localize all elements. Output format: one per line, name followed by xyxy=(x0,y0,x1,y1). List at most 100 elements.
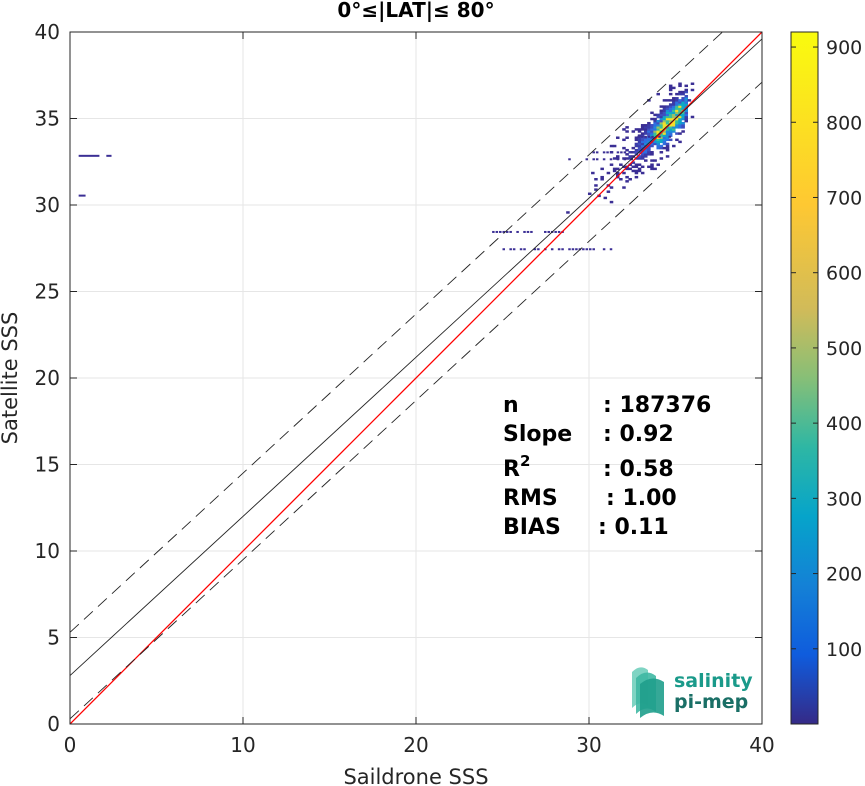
density-cell xyxy=(681,92,685,96)
density-cell xyxy=(628,167,632,171)
density-cell xyxy=(631,169,636,173)
density-cell xyxy=(665,138,670,142)
density-cell xyxy=(681,121,685,125)
density-cell xyxy=(681,126,685,129)
density-cell xyxy=(665,130,670,133)
density-cell xyxy=(672,109,676,112)
density-cell xyxy=(681,130,685,133)
density-cell xyxy=(594,188,598,191)
density-cell xyxy=(587,192,592,196)
density-cell xyxy=(606,151,609,154)
density-cell xyxy=(625,136,629,139)
density-cell xyxy=(616,158,620,161)
colorbar-tick-label: 500 xyxy=(826,338,862,360)
colorbar-tick-label: 200 xyxy=(826,564,862,586)
x-tick-label: 10 xyxy=(230,733,255,757)
density-cell xyxy=(600,175,604,179)
density-cell xyxy=(678,90,682,94)
density-cell xyxy=(637,142,642,146)
density-cell xyxy=(662,117,667,121)
density-cell xyxy=(547,230,550,233)
density-cell xyxy=(630,151,634,154)
density-cell xyxy=(625,157,629,160)
density-cell xyxy=(644,128,648,131)
density-cell xyxy=(672,117,676,121)
y-tick-label: 30 xyxy=(35,193,60,217)
density-cell xyxy=(620,151,623,154)
density-cell xyxy=(656,132,660,135)
density-cell xyxy=(659,136,664,139)
density-cell xyxy=(622,165,626,169)
density-cell xyxy=(665,113,670,117)
density-cell xyxy=(628,178,632,181)
density-cell xyxy=(637,157,642,160)
density-cell xyxy=(684,101,689,104)
density-cell xyxy=(592,158,595,161)
density-cell xyxy=(631,151,636,154)
density-cell xyxy=(668,130,673,133)
density-cell xyxy=(678,115,682,119)
y-tick-label: 35 xyxy=(35,107,60,131)
density-cell xyxy=(640,144,645,148)
density-cell xyxy=(640,148,645,152)
density-cell xyxy=(637,138,642,142)
outlier-cell xyxy=(78,154,100,157)
density-cell xyxy=(662,109,667,112)
density-cell xyxy=(644,155,648,158)
density-cell xyxy=(662,107,667,110)
density-cell xyxy=(675,109,679,112)
density-cell xyxy=(662,138,667,142)
density-cell xyxy=(684,88,689,92)
density-cell xyxy=(650,124,654,127)
density-cell xyxy=(637,130,642,133)
density-cell xyxy=(681,117,685,121)
density-cell xyxy=(650,132,654,135)
density-cell xyxy=(612,144,617,148)
density-cell xyxy=(653,128,657,131)
density-cell xyxy=(668,113,673,117)
logo-waves-icon xyxy=(632,667,664,718)
density-cell xyxy=(640,155,645,158)
density-cell xyxy=(665,99,670,102)
density-cell xyxy=(690,115,695,119)
density-cell xyxy=(659,113,664,117)
density-cell xyxy=(615,167,620,171)
density-cell xyxy=(653,119,657,123)
density-cell xyxy=(678,121,682,125)
density-cell xyxy=(530,230,533,233)
density-cell xyxy=(684,103,689,106)
density-cell xyxy=(637,135,640,138)
density-cell xyxy=(622,138,626,142)
density-cell xyxy=(653,124,657,127)
density-cell xyxy=(684,105,689,108)
density-cell xyxy=(637,128,642,131)
density-cell xyxy=(665,105,670,108)
density-cell xyxy=(662,99,667,102)
density-cell xyxy=(606,190,611,193)
density-cell xyxy=(662,119,667,123)
density-cell xyxy=(681,107,685,110)
density-cell xyxy=(625,153,629,156)
density-cell xyxy=(653,130,657,133)
density-cell xyxy=(668,84,673,88)
density-cell xyxy=(668,134,673,137)
line-fit-upper xyxy=(70,32,724,633)
density-cell xyxy=(622,128,626,131)
density-cell xyxy=(647,153,651,156)
density-heatmap xyxy=(78,82,695,251)
density-cell xyxy=(668,115,673,119)
density-cell xyxy=(668,99,673,102)
density-cell xyxy=(659,117,664,121)
density-cell xyxy=(668,109,673,112)
colorbar-gradient xyxy=(790,31,819,725)
density-cell xyxy=(585,158,589,161)
density-cell xyxy=(656,113,660,117)
density-cell xyxy=(625,130,629,133)
density-cell xyxy=(668,119,673,123)
density-cell xyxy=(502,230,505,233)
density-cell xyxy=(589,248,592,251)
density-cell xyxy=(634,171,639,175)
density-cell xyxy=(634,142,639,146)
line-fit xyxy=(70,38,762,676)
density-cell xyxy=(602,151,606,154)
